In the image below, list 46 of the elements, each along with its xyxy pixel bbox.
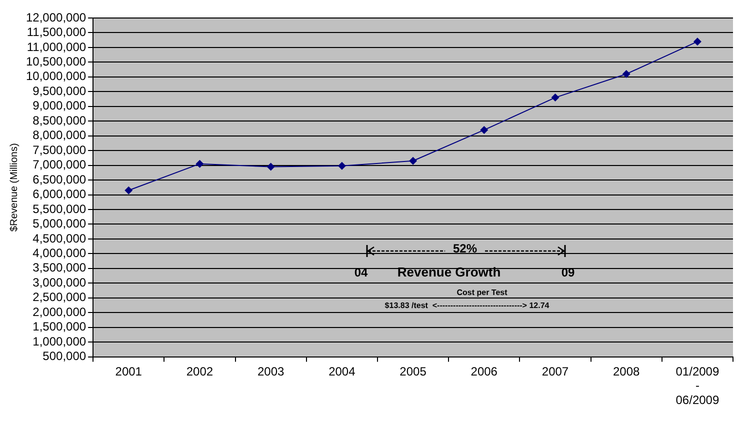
y-tick-label: 11,500,000 — [26, 25, 86, 40]
x-tick-label: 2002 — [186, 364, 214, 378]
y-tick-label: 500,000 — [42, 349, 86, 364]
y-tick-label: 12,000,000 — [26, 10, 86, 24]
y-tick-label: 5,500,000 — [32, 202, 86, 216]
y-tick-label: 5,000,000 — [32, 216, 86, 231]
y-tick-label: 3,000,000 — [32, 275, 86, 290]
y-tick-label: 4,500,000 — [32, 231, 86, 246]
x-tick-label: 2005 — [400, 364, 427, 378]
annotation: 52% — [452, 241, 478, 256]
x-tick-label: 01/2009 - 06/2009 — [676, 364, 720, 408]
y-tick-label: 10,000,000 — [26, 69, 86, 84]
annotation: $13.83 /test <--------------------------------> 12.74 — [384, 301, 550, 310]
point — [622, 70, 630, 78]
y-tick-label: 3,500,000 — [32, 260, 86, 275]
x-tick-label: 2001 — [115, 364, 142, 378]
point — [124, 186, 133, 194]
x-tick-label: 2006 — [470, 364, 498, 378]
y-tick-label: 7,500,000 — [32, 142, 86, 157]
point — [196, 160, 204, 168]
y-tick-label: 1,000,000 — [32, 334, 86, 348]
x-tick-label: 2004 — [328, 364, 356, 378]
y-tick-label: 2,500,000 — [32, 290, 86, 304]
y-tick-label: 9,500,000 — [32, 84, 86, 98]
y-tick-label: 11,000,000 — [26, 40, 86, 54]
y-tick-label: 8,000,000 — [32, 128, 86, 142]
y-tick-label: 1,500,000 — [32, 320, 86, 334]
y-tick-label: 2,000,000 — [32, 304, 86, 319]
x-tick-label: 2003 — [257, 364, 284, 378]
point — [693, 38, 702, 46]
x-tick-label: 2008 — [612, 364, 640, 378]
y-tick-label: 8,500,000 — [32, 113, 86, 128]
y-tick-label: 7,000,000 — [32, 158, 86, 172]
y-tick-label: 9,000,000 — [32, 98, 86, 113]
y-axis-title: $Revenue (Millions) — [8, 143, 20, 232]
point — [409, 156, 418, 165]
x-tick-label: 2007 — [542, 364, 569, 378]
point — [480, 126, 488, 134]
y-tick-label: 6,000,000 — [32, 187, 86, 202]
y-tick-label: 6,500,000 — [32, 172, 86, 186]
annotation: Cost per Test — [456, 288, 508, 298]
point — [266, 162, 275, 171]
point — [551, 94, 560, 102]
y-tick-label: 10,500,000 — [26, 54, 86, 69]
point — [338, 162, 346, 170]
y-tick-label: 4,000,000 — [32, 246, 86, 260]
